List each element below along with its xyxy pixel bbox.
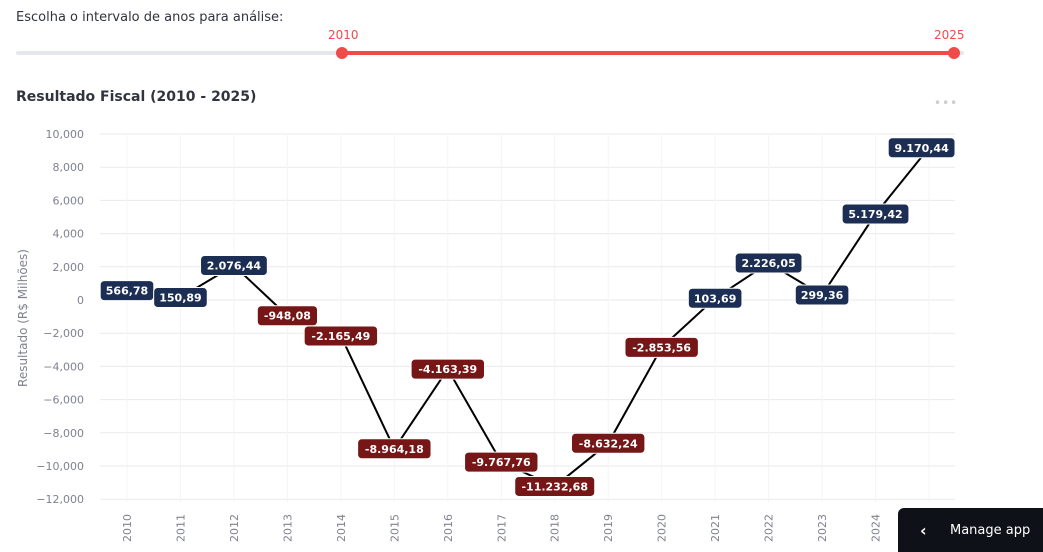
y-tick-label: −10,000	[36, 460, 84, 473]
y-tick-label: 2,000	[53, 261, 85, 274]
data-label-box	[410, 358, 486, 380]
data-label-text: 9.170,44	[894, 142, 949, 155]
y-tick-label: −4,000	[43, 360, 84, 373]
x-tick-label: 2021	[709, 514, 722, 542]
data-label[interactable]: 150,89	[153, 286, 208, 308]
data-label[interactable]: -9.767,76	[464, 451, 539, 473]
y-tick-label: −8,000	[43, 427, 84, 440]
x-tick-label: 2015	[388, 514, 401, 542]
data-label[interactable]: 103,69	[687, 287, 743, 309]
data-label-text: -9.767,76	[472, 456, 531, 469]
series-line	[126, 147, 930, 488]
x-tick-label: 2023	[816, 514, 829, 542]
slider-max-value: 2025	[934, 28, 965, 42]
data-label-box	[794, 284, 850, 306]
year-range-slider[interactable]: 2010 2025	[16, 28, 965, 62]
chart-title: Resultado Fiscal (2010 - 2025)	[16, 89, 257, 105]
x-tick-label: 2018	[549, 514, 562, 542]
data-label-box	[687, 287, 743, 309]
x-tick-label: 2013	[281, 514, 294, 542]
slider-min-value: 2010	[328, 28, 359, 42]
data-label-text: 299,36	[801, 289, 844, 302]
y-tick-label: 0	[77, 294, 84, 307]
data-label-box	[357, 438, 432, 460]
y-tick-label: −6,000	[43, 394, 84, 407]
x-tick-label: 2010	[121, 514, 134, 542]
data-label-box	[734, 252, 803, 274]
data-label-box	[514, 475, 596, 497]
chevron-left-icon: ‹	[920, 520, 927, 540]
data-label-text: 103,69	[694, 292, 736, 305]
y-tick-label: −12,000	[36, 493, 84, 506]
y-tick-label: 8,000	[53, 161, 85, 174]
data-label-text: -8.632,24	[579, 437, 638, 450]
data-label[interactable]: 5.179,42	[841, 203, 910, 225]
data-label-text: 5.179,42	[848, 208, 902, 221]
data-label[interactable]: -8.964,18	[357, 438, 432, 460]
x-tick-label: 2020	[656, 514, 669, 542]
data-label-text: -948,08	[264, 310, 311, 323]
x-tick-label: 2022	[763, 514, 776, 542]
x-tick-label: 2012	[228, 514, 241, 542]
data-label-box	[464, 451, 539, 473]
data-label-box	[571, 432, 646, 454]
data-label-box	[303, 325, 379, 347]
data-label-text: 150,89	[159, 291, 201, 304]
data-label[interactable]: 566,78	[99, 280, 155, 302]
y-tick-label: 6,000	[53, 194, 85, 207]
data-label[interactable]: -948,08	[256, 305, 318, 327]
data-label-text: -2.853,56	[632, 341, 691, 354]
x-tick-label: 2016	[442, 514, 455, 542]
y-tick-label: 4,000	[53, 228, 85, 241]
data-label-text: -2.165,49	[311, 330, 370, 343]
data-label-box	[153, 286, 208, 308]
data-label[interactable]: -11.232,68	[514, 475, 596, 497]
data-label-text: -8.964,18	[365, 443, 424, 456]
x-tick-label: 2024	[870, 514, 883, 542]
y-axis-label: Resultado (R$ Milhões)	[16, 249, 30, 387]
data-label[interactable]: -2.165,49	[303, 325, 379, 347]
chart-menu-icon[interactable]: •••	[934, 96, 959, 110]
data-label[interactable]: 299,36	[794, 284, 850, 306]
manage-app-button[interactable]: ‹ Manage app	[898, 508, 1043, 552]
data-label-text: 2.076,44	[207, 260, 262, 273]
data-label[interactable]: -4.163,39	[410, 358, 486, 380]
data-label[interactable]: -8.632,24	[571, 432, 646, 454]
data-label-box	[624, 336, 699, 358]
data-label-text: 566,78	[106, 285, 148, 298]
data-label-text: -11.232,68	[521, 480, 588, 493]
x-tick-label: 2014	[335, 514, 348, 542]
y-tick-label: −2,000	[43, 327, 84, 340]
slider-thumb-max[interactable]	[948, 47, 960, 59]
y-tick-label: 10,000	[46, 128, 85, 141]
data-label-box	[841, 203, 910, 225]
data-label-box	[887, 137, 956, 159]
data-label-text: 2.226,05	[741, 257, 795, 270]
slider-label: Escolha o intervalo de anos para análise…	[16, 10, 284, 25]
data-label[interactable]: 2.226,05	[734, 252, 803, 274]
data-label-text: -4.163,39	[418, 363, 477, 376]
slider-thumb-min[interactable]	[336, 47, 348, 59]
data-label[interactable]: 9.170,44	[887, 137, 956, 159]
slider-fill	[342, 51, 954, 55]
data-label[interactable]: -2.853,56	[624, 336, 699, 358]
data-label[interactable]: 2.076,44	[200, 255, 268, 277]
data-label-box	[200, 255, 268, 277]
data-label-box	[256, 305, 318, 327]
manage-app-label: Manage app	[950, 522, 1031, 538]
x-tick-label: 2017	[495, 514, 508, 542]
x-tick-label: 2019	[602, 514, 615, 542]
x-tick-label: 2011	[174, 514, 187, 542]
